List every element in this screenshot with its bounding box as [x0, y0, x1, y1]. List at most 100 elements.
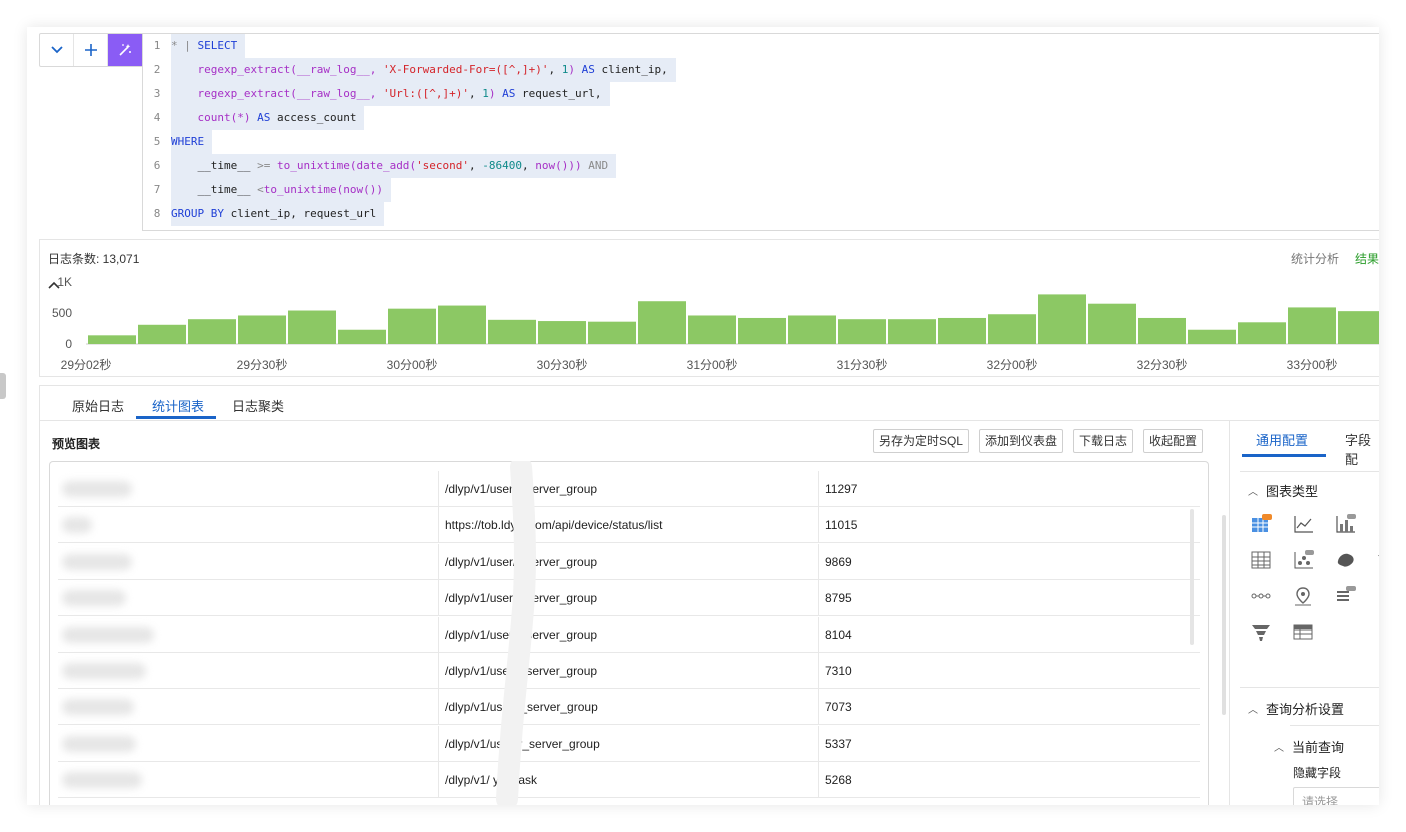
histogram-bar[interactable]	[488, 319, 536, 344]
code-line[interactable]: 3 regexp_extract(__raw_log__, 'Url:([^,]…	[143, 82, 1379, 106]
code-token: * |	[171, 39, 198, 52]
table-row[interactable]: /dlyp/v1/user/u server_group 8104	[58, 616, 1200, 653]
access-count-cell: 7310	[825, 664, 852, 678]
sql-editor[interactable]: 1 * | SELECT 2 regexp_extract(__raw_log__,…	[142, 33, 1379, 231]
funnel-icon[interactable]	[1250, 621, 1272, 643]
histogram-bar[interactable]	[838, 319, 886, 344]
code-token: ())	[363, 183, 383, 196]
log-count[interactable]: 日志条数: 13,071	[48, 250, 139, 289]
expand-button[interactable]	[40, 34, 74, 66]
magic-wand-button[interactable]	[108, 34, 142, 66]
histogram-bar[interactable]	[1138, 317, 1186, 344]
access-count-cell: 9869	[825, 554, 852, 569]
histogram-bar[interactable]	[688, 315, 736, 344]
histogram-bar[interactable]	[638, 301, 686, 344]
tab-log-cluster[interactable]: 日志聚类	[232, 399, 285, 414]
list-pro-icon[interactable]	[1334, 585, 1356, 607]
client-ip-cell	[58, 543, 439, 580]
funnel-small-icon[interactable]	[1376, 549, 1379, 571]
dots-icon[interactable]	[1376, 585, 1379, 607]
flow-chart-icon[interactable]	[1250, 585, 1272, 607]
plus-icon	[84, 44, 97, 56]
bar-chart-pro-icon[interactable]	[1334, 513, 1356, 535]
histogram-bar[interactable]	[88, 335, 136, 344]
table-row[interactable]: /dlyp/v1/us ser_server_group 5337	[58, 725, 1200, 762]
code-text: regexp_extract(__raw_log__, 'Url:([^,]+)…	[171, 82, 610, 106]
code-token: WHERE	[171, 135, 205, 148]
code-line[interactable]: 1 * | SELECT	[143, 34, 1379, 58]
china-map-icon[interactable]	[1334, 549, 1356, 571]
add-button[interactable]	[74, 34, 108, 66]
histogram-bar[interactable]	[188, 319, 236, 344]
y-tick-label: 1K	[57, 275, 72, 289]
table-row[interactable]: /dlyp/v1/user r_server_group 7073	[58, 689, 1200, 726]
code-token: access_count	[270, 111, 357, 124]
histogram-bar[interactable]	[938, 317, 986, 344]
table-pro-icon[interactable]	[1250, 513, 1272, 535]
scatter-pro-icon[interactable]	[1292, 549, 1314, 571]
histogram-bar[interactable]	[738, 317, 786, 344]
table-row[interactable]: /dlyp/v1/user/u server_group 9869	[58, 543, 1200, 580]
table-row[interactable]: /dlyp/v1/user/u server_group 7310	[58, 653, 1200, 689]
code-line[interactable]: 4 count(*) AS access_count	[143, 106, 1379, 130]
tab-raw-logs[interactable]: 原始日志	[72, 399, 125, 414]
cross-table-icon[interactable]	[1292, 621, 1314, 643]
histogram-bar[interactable]	[138, 324, 186, 344]
panel-scrollbar[interactable]	[1222, 515, 1226, 715]
code-token: __time__	[171, 183, 258, 196]
code-line[interactable]: 8 GROUP BY client_ip, request_url	[143, 202, 1379, 226]
histogram-bar[interactable]	[238, 315, 286, 344]
results-link[interactable]: 结果	[1354, 252, 1379, 266]
histogram-bar[interactable]	[1088, 303, 1136, 344]
histogram-bar[interactable]	[588, 321, 636, 344]
histogram-bar[interactable]	[1038, 294, 1086, 344]
client-ip-cell	[58, 762, 439, 799]
histogram-bar[interactable]	[288, 310, 336, 344]
code-line[interactable]: 5 WHERE	[143, 130, 1379, 154]
histogram-bar[interactable]	[1338, 311, 1379, 344]
save-scheduled-sql-button[interactable]: 另存为定时SQL	[872, 429, 969, 453]
histogram-bar[interactable]	[888, 319, 936, 344]
histogram-bar[interactable]	[1188, 329, 1236, 344]
sidebar-collapse-handle[interactable]	[0, 373, 6, 399]
query-settings-section[interactable]: ︿ 查询分析设置	[1248, 699, 1344, 718]
download-logs-button[interactable]: 下载日志	[1072, 429, 1133, 453]
line-chart-icon[interactable]	[1292, 513, 1314, 535]
tab-stat-chart[interactable]: 统计图表	[152, 399, 205, 414]
histogram-bar[interactable]	[388, 308, 436, 344]
histogram-bar[interactable]	[988, 314, 1036, 344]
chart-type-section[interactable]: ︿ 图表类型	[1248, 481, 1318, 500]
table-row[interactable]: /dlyp/v1/ y/ld/task 5268	[58, 762, 1200, 799]
table-scrollbar[interactable]	[1190, 509, 1194, 645]
histogram-bar[interactable]	[1288, 307, 1336, 344]
grid-table-icon[interactable]	[1250, 549, 1272, 571]
add-to-dashboard-button[interactable]: 添加到仪表盘	[978, 429, 1063, 453]
stats-analysis-link[interactable]: 统计分析	[1290, 252, 1339, 266]
table-row[interactable]: https://tob.ldy s.com/api/device/status/…	[58, 507, 1200, 544]
column-chart-icon[interactable]	[1376, 513, 1379, 535]
editor-toolbar	[39, 33, 143, 67]
collapse-config-button[interactable]: 收起配置	[1142, 429, 1203, 453]
code-line[interactable]: 2 regexp_extract(__raw_log__, 'X-Forward…	[143, 58, 1379, 82]
current-query-section[interactable]: ︿ 当前查询	[1274, 737, 1344, 756]
line-number: 8	[153, 207, 161, 220]
tab-field-config[interactable]: 字段配	[1345, 433, 1372, 467]
table-row[interactable]: /dlyp/v1/user/u server_group 8795	[58, 580, 1200, 617]
hidden-field-select[interactable]: 请选择	[1293, 787, 1379, 805]
code-line[interactable]: 7 __time__ <to_unixtime(now())	[143, 178, 1379, 202]
code-token: ,	[548, 63, 562, 76]
table-row[interactable]: /dlyp/v1/user/ _server_group 11297	[58, 471, 1200, 507]
code-token: client_ip, request_url	[223, 207, 377, 220]
code-line[interactable]: 6 __time__ >= to_unixtime(date_add('seco…	[143, 154, 1379, 178]
histogram-chart[interactable]: 1K 500 0 29分02秒 29分30秒 30分00秒 30分30秒 31分00秒 31分3…	[40, 270, 1379, 376]
histogram-bar[interactable]	[338, 329, 386, 344]
histogram-bar[interactable]	[1238, 322, 1286, 344]
current-query-title: 当前查询	[1292, 740, 1345, 755]
histogram-bar[interactable]	[788, 315, 836, 344]
code-token: 'Url:([^,]+)'	[382, 87, 470, 100]
tab-general-config[interactable]: 通用配置	[1256, 433, 1309, 448]
location-map-icon[interactable]	[1292, 585, 1314, 607]
histogram-bar[interactable]	[538, 321, 586, 344]
redacted-ip	[62, 663, 146, 679]
histogram-bar[interactable]	[438, 305, 486, 344]
